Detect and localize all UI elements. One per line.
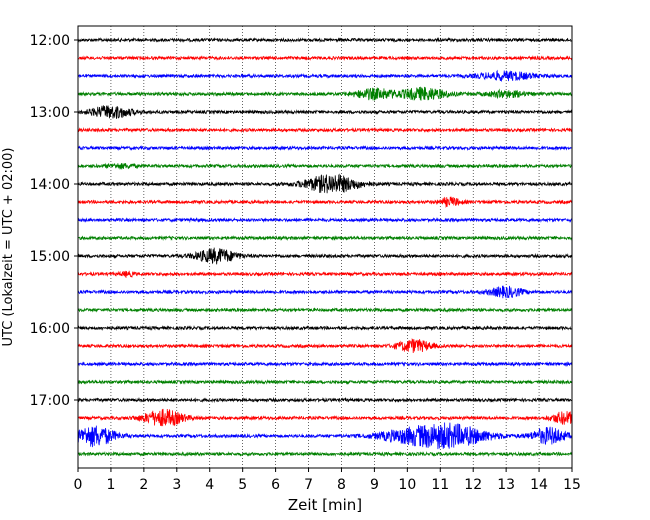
x-tick-label: 8 [337,477,346,493]
trace-1645-green [77,379,573,386]
trace-1445-green [77,235,573,242]
plot-frame [77,25,573,469]
x-tick-label: 5 [238,477,247,493]
x-tick-label: 3 [172,477,181,493]
trace-1515-red [77,270,573,279]
trace-1615-red [77,338,573,354]
trace-1600-black [77,325,573,331]
y-tick-label: 13:00 [30,105,70,121]
plot-background [78,26,572,468]
x-tick-label: 14 [530,477,548,493]
trace-1200-black [77,36,573,43]
trace-1500-black [77,247,573,265]
trace-1715-red [77,408,573,427]
x-tick-label: 11 [431,477,449,493]
x-tick-label: 2 [139,477,148,493]
trace-1745-green [77,450,573,457]
x-axis-title: Zeit [min] [288,496,362,514]
x-tick-label: 10 [398,477,416,493]
x-tick-label: 6 [271,477,280,493]
trace-1545-green [77,306,573,313]
x-tick-label: 15 [563,477,581,493]
trace-1430-blue [77,217,573,224]
y-tick-label: 15:00 [30,249,70,265]
trace-1245-green [77,86,573,101]
trace-1345-green [77,162,573,170]
trace-1330-blue [77,144,573,151]
trace-1400-black [77,173,573,194]
seismic-traces [77,36,573,457]
x-axis-ticks: 0 1 2 3 4 5 6 7 8 9 10 11 12 13 14 15 [74,468,581,493]
x-tick-label: 12 [464,477,482,493]
x-tick-label: 0 [74,477,83,493]
y-tick-label: 16:00 [30,321,70,337]
y-tick-label: 12:00 [30,33,70,49]
trace-1230-blue [77,69,573,82]
trace-1415-red [77,196,573,209]
x-tick-label: 4 [205,477,214,493]
trace-1630-blue [77,361,573,368]
trace-1530-blue [77,285,573,299]
x-tick-label: 9 [370,477,379,493]
y-tick-label: 14:00 [30,177,70,193]
y-tick-label: 17:00 [30,393,70,409]
trace-1700-black [77,396,573,403]
x-tick-label: 13 [497,477,515,493]
trace-1215-red [77,55,573,61]
trace-1730-blue [77,422,573,450]
trace-1300-black [77,105,573,119]
x-tick-label: 1 [106,477,115,493]
x-tick-label: 7 [304,477,313,493]
y-axis-ticks: 12:00 13:00 14:00 15:00 16:00 17:00 [30,33,78,409]
y-axis-title: UTC (Lokalzeit = UTC + 02:00) [1,148,16,347]
trace-1315-red [77,127,573,133]
